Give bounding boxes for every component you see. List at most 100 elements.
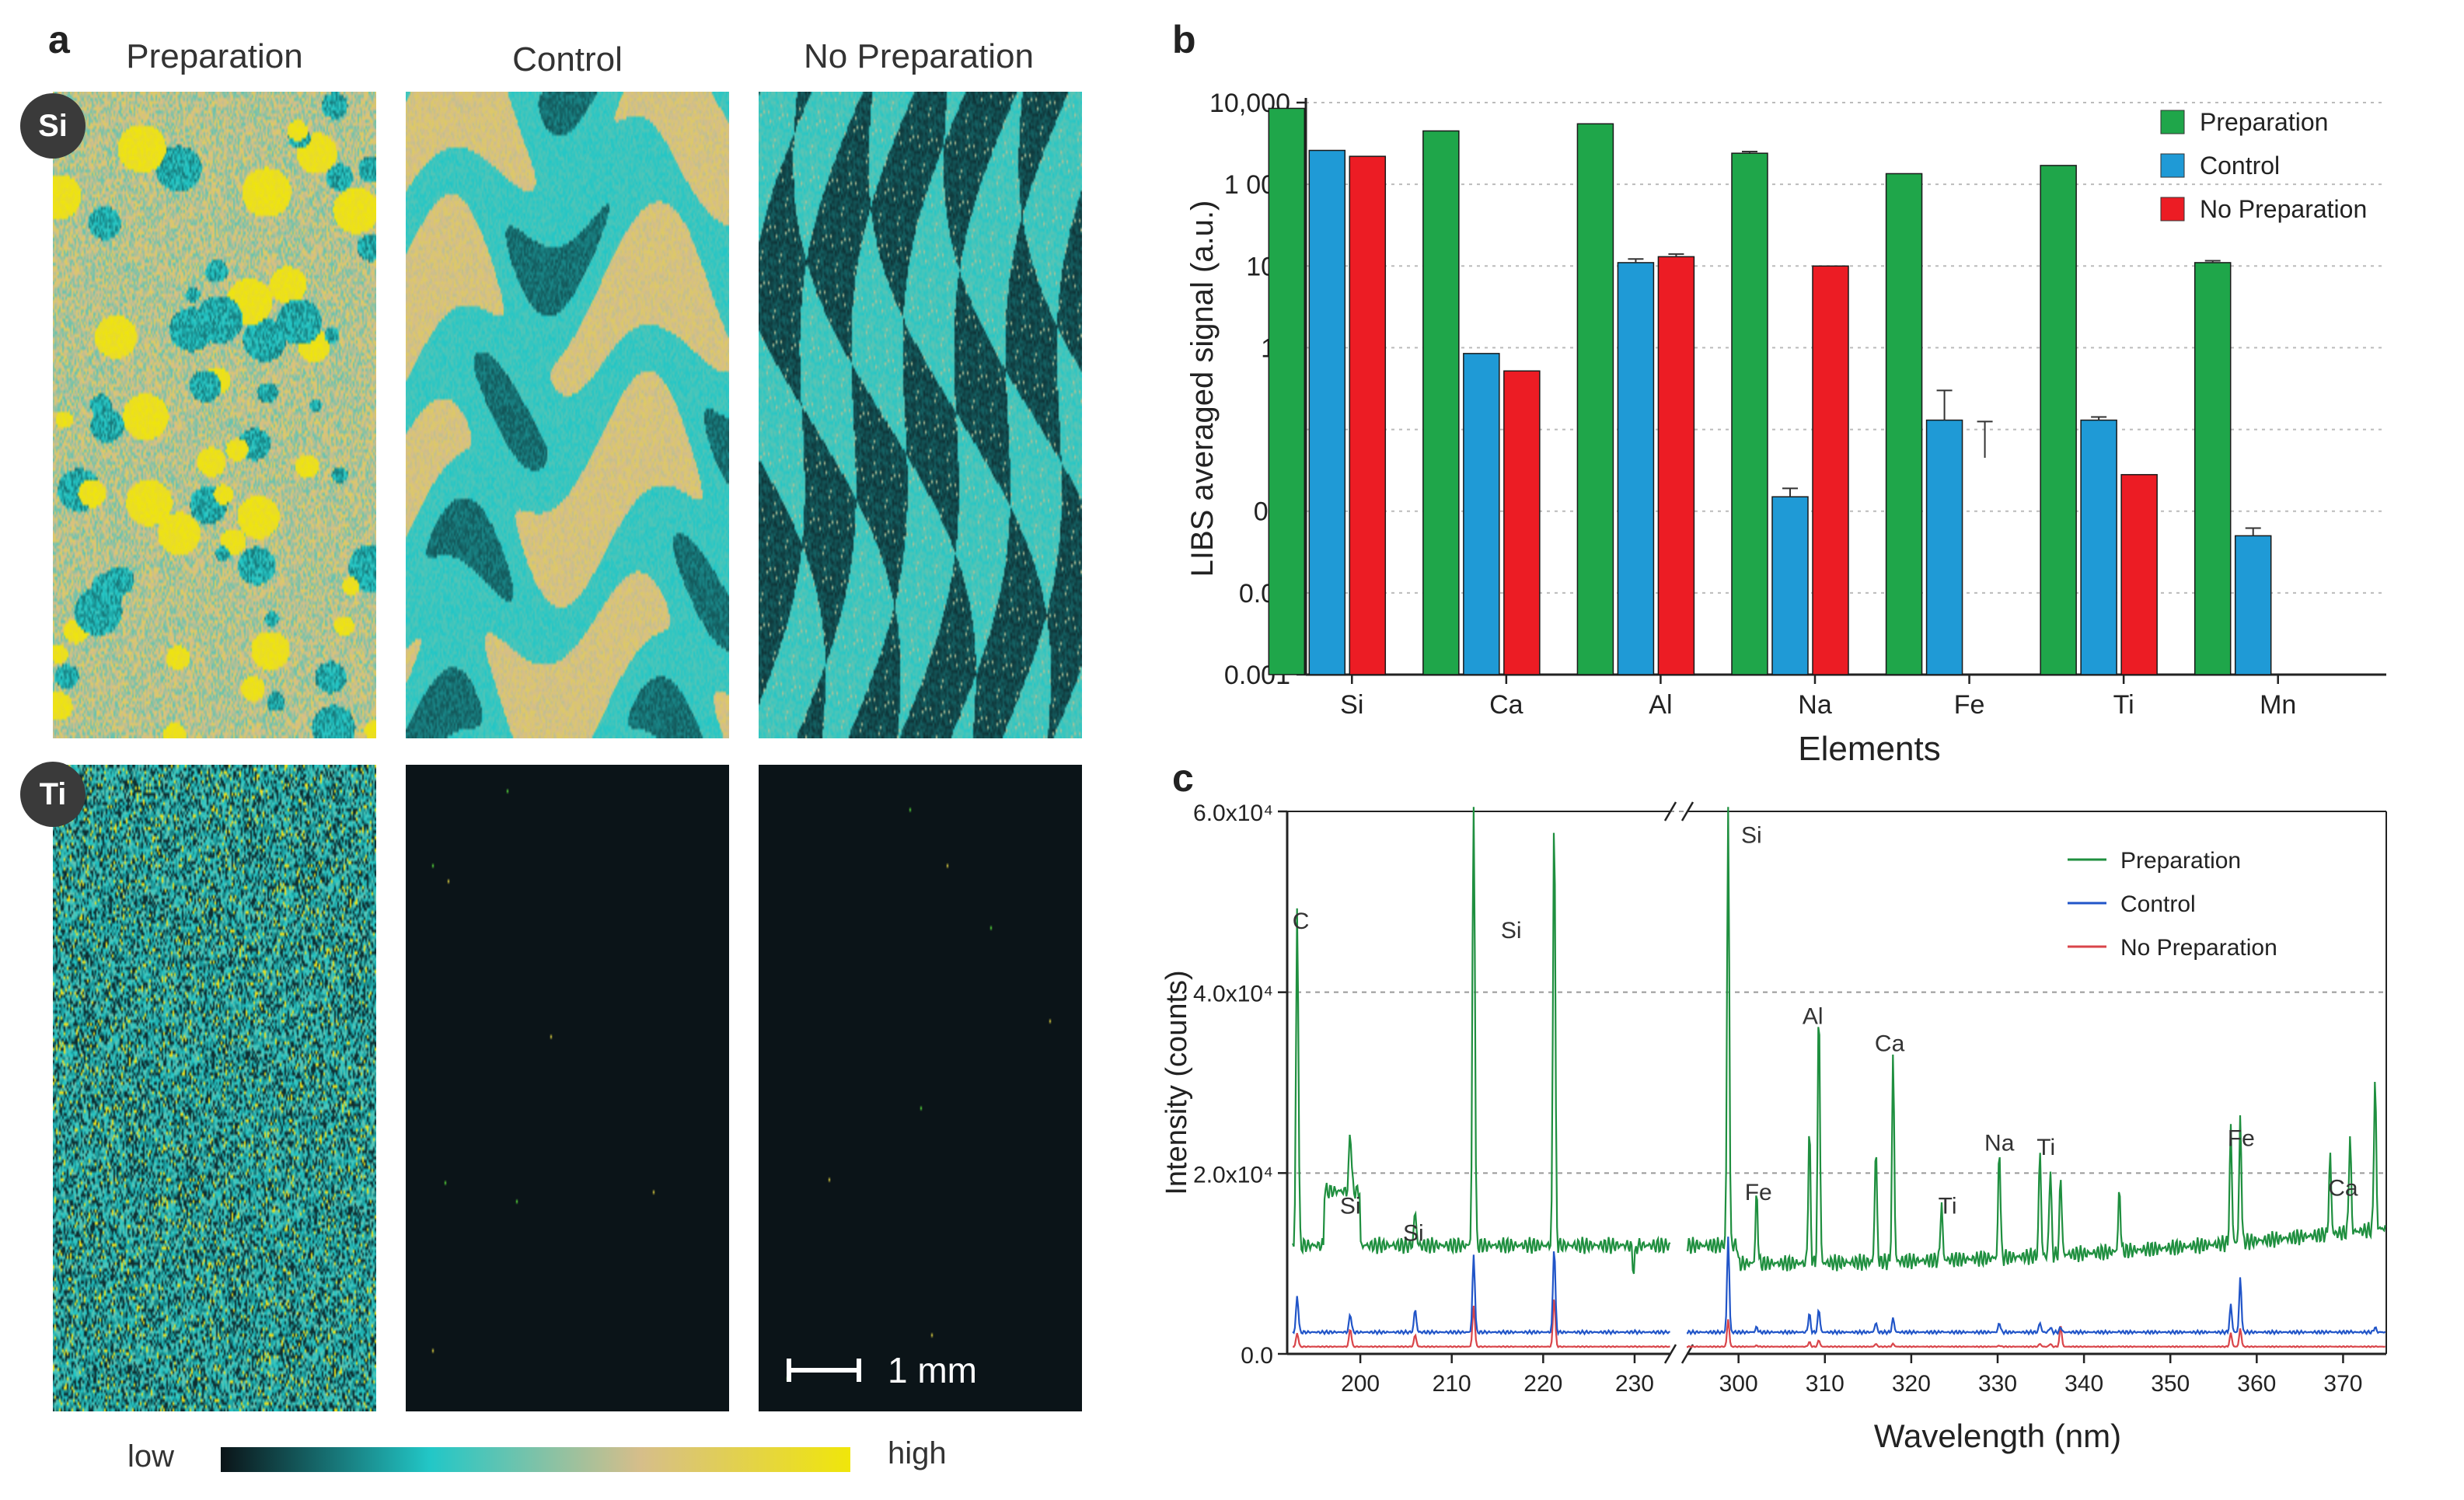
- scale-bar-right-tick: [857, 1359, 861, 1382]
- legend-swatch: [2160, 197, 2185, 222]
- legend-label: Preparation: [2200, 108, 2328, 136]
- row-badge-ti: Ti: [20, 762, 86, 827]
- x-tick-label: 350: [2151, 1371, 2190, 1397]
- x-tick-label: Mn: [2260, 690, 2296, 720]
- peak-label: Si: [1741, 823, 1762, 849]
- bar: [2040, 165, 2077, 675]
- y-tick-label: 6.0x10⁴: [1193, 801, 1273, 826]
- y-tick-label: 2.0x10⁴: [1193, 1162, 1273, 1188]
- si-map-preparation: [53, 92, 376, 738]
- x-tick-label: 320: [1892, 1371, 1931, 1397]
- peak-label: C: [1293, 909, 1310, 934]
- peak-label: Ca: [1875, 1031, 1905, 1056]
- x-tick-label: Ti: [2113, 690, 2134, 720]
- ti-map-no-preparation: [759, 765, 1082, 1411]
- panel-a-letter: a: [48, 18, 70, 61]
- x-tick-label: Fe: [1954, 690, 1985, 720]
- x-tick-label: 340: [2064, 1371, 2103, 1397]
- spectrum-line: [1687, 1319, 2386, 1348]
- scale-bar-label: 1 mm: [888, 1350, 977, 1390]
- bar: [2194, 262, 2232, 675]
- column-header-preparation: Preparation: [126, 37, 303, 75]
- bar: [1771, 496, 1809, 675]
- legend-label: No Preparation: [2200, 195, 2367, 223]
- panel-b-letter: b: [1172, 18, 1196, 61]
- axis-break-mark: [1663, 801, 1677, 822]
- x-tick-label: 370: [2323, 1371, 2362, 1397]
- column-header-no-preparation: No Preparation: [804, 37, 1034, 75]
- legend-label: Control: [2200, 152, 2280, 180]
- legend-label: Preparation: [2120, 848, 2241, 874]
- bar: [1308, 149, 1346, 675]
- x-tick-label: 300: [1719, 1371, 1758, 1397]
- bar: [2234, 535, 2272, 675]
- bar: [1617, 262, 1655, 675]
- bar: [1268, 107, 1306, 675]
- colorbar-high-label: high: [888, 1436, 947, 1470]
- colorbar: [221, 1447, 850, 1472]
- x-axis-label: Wavelength (nm): [1874, 1418, 2121, 1454]
- bar: [1576, 123, 1614, 675]
- peak-label: Si: [1340, 1194, 1361, 1219]
- spectrum-line: [1292, 1251, 1670, 1337]
- colorbar-low-label: low: [127, 1439, 175, 1474]
- x-tick-label: Si: [1340, 690, 1363, 720]
- ti-map-control: [406, 765, 729, 1411]
- bar: [1657, 256, 1695, 675]
- panel-c-letter: c: [1172, 756, 1194, 800]
- scale-bar: [787, 1368, 861, 1373]
- bar: [2080, 419, 2117, 675]
- peak-label: Si: [1403, 1221, 1424, 1247]
- x-tick-label: Ca: [1489, 690, 1523, 720]
- si-map-control: [406, 92, 729, 738]
- bar: [1349, 155, 1387, 675]
- peak-label: Al: [1803, 1003, 1824, 1029]
- legend-label: Control: [2120, 891, 2196, 917]
- peak-label: Ti: [1939, 1194, 1957, 1219]
- axis-break-mark: [1680, 801, 1694, 822]
- legend-swatch: [2160, 153, 2185, 178]
- x-tick-label: 330: [1978, 1371, 2017, 1397]
- x-tick-label: 310: [1806, 1371, 1845, 1397]
- spectrum-line: [1292, 1299, 1670, 1348]
- bar: [1885, 173, 1923, 675]
- bar: [2120, 473, 2158, 675]
- bar: [1925, 419, 1963, 675]
- x-tick-label: Na: [1798, 690, 1832, 720]
- peak-label: Si: [1501, 918, 1522, 944]
- x-tick-label: 230: [1615, 1371, 1654, 1397]
- scale-bar-left-tick: [787, 1359, 791, 1382]
- y-tick-label: 4.0x10⁴: [1193, 982, 1273, 1007]
- bar: [1731, 152, 1768, 675]
- x-tick-label: 360: [2237, 1371, 2276, 1397]
- x-tick-label: 210: [1433, 1371, 1471, 1397]
- spectrum-line: [1686, 1237, 2386, 1336]
- peak-label: Fe: [1745, 1180, 1772, 1205]
- legend-label: No Preparation: [2120, 935, 2277, 961]
- x-tick-label: 220: [1523, 1371, 1562, 1397]
- bar: [1503, 370, 1541, 675]
- spectrum-line: [1292, 807, 1671, 1275]
- bar: [1422, 130, 1460, 675]
- peak-label: Ca: [2328, 1175, 2358, 1201]
- legend-swatch: [2160, 110, 2185, 134]
- peak-label: Ti: [2036, 1135, 2055, 1160]
- x-tick-label: Al: [1649, 690, 1672, 720]
- axis-break-mark: [1663, 1344, 1677, 1364]
- spectrum-chart: 0.0 2.0x10⁴ 4.0x10⁴ 6.0x10⁴ 200 210 220 230 300 3…: [1160, 801, 2387, 1454]
- column-header-control: Control: [512, 40, 623, 78]
- peak-label: Na: [1984, 1130, 2015, 1156]
- spectrum-line: [1686, 807, 2386, 1272]
- x-axis-label: Elements: [1798, 730, 1940, 768]
- bar: [1812, 265, 1849, 675]
- y-tick-label: 0.0: [1241, 1343, 1273, 1369]
- bar: [1463, 353, 1500, 675]
- y-axis-label: Intensity (counts): [1160, 970, 1193, 1195]
- y-axis-label: LIBS averaged signal (a.u.): [1185, 201, 1220, 577]
- peak-label: Fe: [2228, 1125, 2255, 1151]
- ti-map-preparation: [53, 765, 376, 1411]
- row-badge-si: Si: [20, 93, 86, 159]
- si-map-no-preparation: [759, 92, 1082, 738]
- x-tick-label: 200: [1341, 1371, 1380, 1397]
